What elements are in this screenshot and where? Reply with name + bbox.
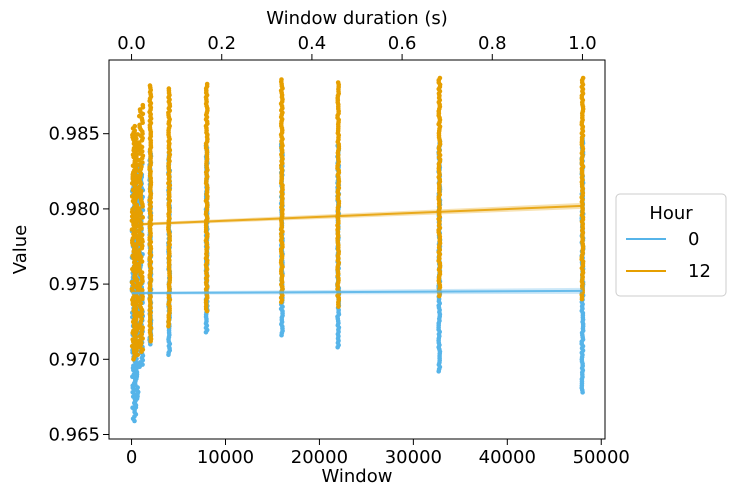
series-12-points <box>129 75 586 362</box>
fit-layer <box>131 202 583 295</box>
data-point <box>279 77 284 82</box>
data-point <box>140 160 145 165</box>
y-tick-label: 0.970 <box>48 349 100 370</box>
fit-line-0 <box>131 289 583 295</box>
x-tick-label: 50000 <box>573 447 630 468</box>
data-point <box>129 343 135 349</box>
data-point <box>136 113 142 119</box>
data-point <box>140 102 146 108</box>
legend-label-12: 12 <box>688 261 711 282</box>
legend-label-0: 0 <box>688 229 699 250</box>
data-point <box>129 280 135 285</box>
x-axis-title: Window <box>322 466 393 487</box>
top-x-axis-title: Window duration (s) <box>266 8 448 29</box>
data-point <box>135 352 141 358</box>
top-x-tick-label: 0.4 <box>298 33 327 54</box>
top-x-tick-label: 0.0 <box>117 33 146 54</box>
x-tick-label: 40000 <box>479 447 536 468</box>
x-tick-label: 0 <box>126 447 137 468</box>
top-x-tick-label: 0.6 <box>388 33 417 54</box>
top-x-tick-label: 0.2 <box>207 33 236 54</box>
markers-layer <box>129 75 586 424</box>
series-0-points <box>129 134 586 424</box>
data-point <box>136 206 142 211</box>
plot-frame <box>108 59 606 440</box>
data-point <box>136 338 142 344</box>
data-point <box>132 149 137 155</box>
x-tick-label: 30000 <box>385 447 442 468</box>
data-point <box>204 81 210 87</box>
top-x-tick-label: 1.0 <box>568 33 597 54</box>
data-point <box>135 295 141 300</box>
y-tick-label: 0.980 <box>48 199 100 220</box>
x-tick-label: 20000 <box>291 447 348 468</box>
data-point <box>335 80 341 85</box>
y-tick-label: 0.965 <box>48 424 100 445</box>
data-point <box>129 286 135 292</box>
x-tick-label: 10000 <box>197 447 254 468</box>
fit-line-12 <box>131 204 583 226</box>
data-point <box>166 86 172 91</box>
data-point <box>136 298 142 304</box>
data-point <box>131 129 137 135</box>
y-tick-label: 0.985 <box>48 124 100 145</box>
data-point <box>136 217 142 222</box>
data-point <box>147 83 153 88</box>
top-x-tick-label: 0.8 <box>478 33 507 54</box>
axes-layer: 0 10000 20000 30000 40000 50000 0.965 0.970 0.97… <box>48 33 629 468</box>
data-point <box>437 75 443 81</box>
legend-title: Hour <box>649 203 693 224</box>
legend: Hour 0 12 <box>615 193 727 297</box>
data-point <box>132 123 138 129</box>
y-tick-label: 0.975 <box>48 274 100 295</box>
data-point <box>580 75 586 81</box>
y-axis-title: Value <box>10 225 31 274</box>
data-point <box>140 215 146 220</box>
